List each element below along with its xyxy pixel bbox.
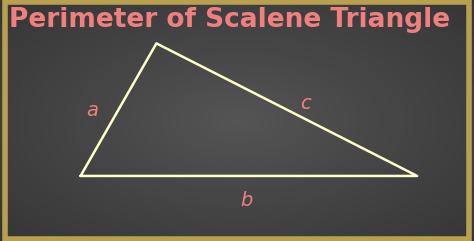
Text: b: b	[240, 191, 253, 209]
Text: a: a	[86, 101, 99, 120]
Text: c: c	[301, 94, 311, 113]
Text: Perimeter of Scalene Triangle: Perimeter of Scalene Triangle	[9, 7, 451, 33]
